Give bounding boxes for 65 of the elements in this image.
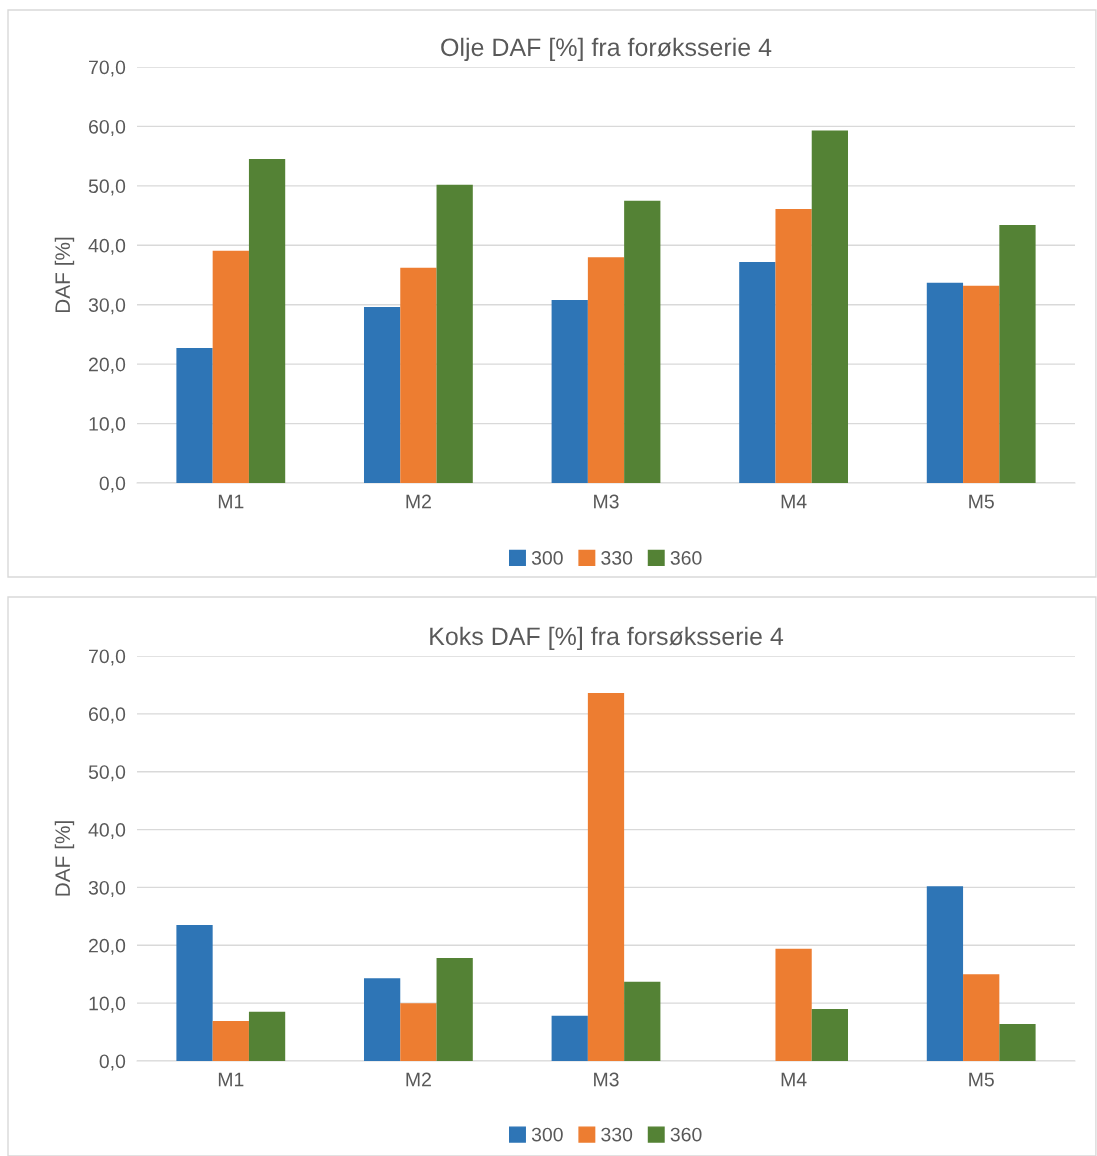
bar	[400, 267, 437, 483]
x-tick-label: M4	[781, 494, 807, 509]
x-tick-label: M5	[969, 1072, 994, 1087]
y-tick-label: 0,0	[99, 476, 126, 493]
bar	[248, 159, 286, 483]
x-tick-label: M2	[406, 1072, 431, 1087]
bar	[999, 225, 1036, 483]
y-tick-label: 40,0	[88, 823, 126, 840]
bar	[400, 1003, 437, 1061]
y-tick-label: 10,0	[89, 417, 126, 434]
x-tick-label: M1	[218, 1072, 244, 1087]
chart-title: Koks DAF [%] fra forsøksserie 4	[430, 626, 784, 651]
bar	[176, 348, 213, 483]
bar	[926, 886, 964, 1061]
bar	[775, 209, 812, 483]
y-tick-label: 70,0	[89, 60, 126, 77]
bar	[624, 981, 661, 1061]
y-tick-label: 50,0	[88, 765, 126, 782]
bar	[624, 200, 661, 483]
x-tick-label: M5	[969, 494, 994, 509]
y-tick-label: 20,0	[89, 938, 126, 955]
x-tick-label: M4	[781, 1072, 807, 1087]
y-tick-label: 60,0	[89, 119, 126, 136]
y-tick-label: 0,0	[99, 1054, 126, 1071]
bar	[775, 948, 812, 1061]
legend-label: 300	[531, 1127, 563, 1142]
bar	[963, 974, 1000, 1061]
y-tick-label: 60,0	[89, 707, 126, 724]
y-axis-title: DAF [%]	[54, 821, 75, 896]
y-tick-label: 30,0	[88, 880, 126, 897]
y-axis-title: DAF [%]	[54, 237, 75, 313]
y-tick-label: 30,0	[88, 298, 126, 315]
bar	[436, 184, 473, 483]
bar	[587, 257, 625, 483]
y-tick-label: 20,0	[89, 357, 126, 374]
bar	[739, 261, 776, 483]
bar	[926, 282, 964, 483]
bar	[963, 285, 1000, 483]
legend-label: 330	[601, 551, 633, 565]
bar	[212, 250, 249, 483]
bar	[811, 1008, 848, 1061]
bar	[364, 307, 401, 483]
x-tick-label: M2	[406, 494, 431, 509]
legend-label: 360	[670, 551, 702, 565]
bar	[811, 130, 848, 483]
bar	[364, 978, 401, 1061]
bar	[551, 1015, 588, 1061]
bar	[999, 1023, 1036, 1061]
bar	[587, 693, 625, 1061]
y-tick-label: 10,0	[89, 996, 126, 1013]
bar	[436, 958, 473, 1061]
x-tick-label: M3	[594, 1072, 619, 1087]
bar	[248, 1011, 286, 1061]
bar	[212, 1021, 249, 1061]
bar	[176, 925, 213, 1061]
legend-label: 300	[531, 551, 563, 565]
legend-label: 360	[670, 1127, 702, 1142]
legend-label: 330	[601, 1127, 633, 1142]
y-tick-label: 50,0	[88, 179, 126, 196]
x-tick-label: M1	[218, 494, 244, 509]
chart-title: Olje DAF [%] fra forøksserie 4	[441, 37, 772, 62]
y-tick-label: 40,0	[88, 238, 126, 255]
y-tick-label: 70,0	[89, 649, 126, 666]
x-tick-label: M3	[594, 494, 619, 509]
bar	[551, 299, 588, 483]
